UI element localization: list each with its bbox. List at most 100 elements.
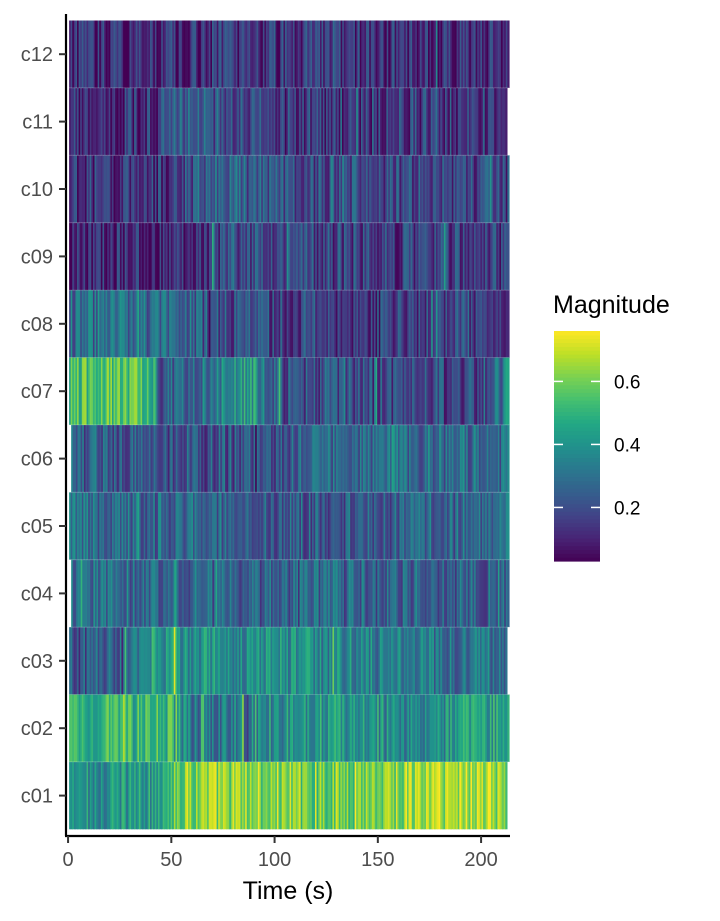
heatmap-cell xyxy=(408,761,411,830)
heatmap-cell xyxy=(142,424,145,493)
heatmap-cell xyxy=(189,761,192,830)
heatmap-cell xyxy=(369,20,372,88)
heatmap-cell xyxy=(354,357,358,425)
heatmap-cell xyxy=(348,492,351,560)
heatmap-cell xyxy=(97,222,100,291)
heatmap-cell xyxy=(289,290,293,358)
heatmap-cell xyxy=(504,694,507,762)
heatmap-cell xyxy=(227,492,231,560)
heatmap-cell xyxy=(491,492,494,560)
heatmap-cell xyxy=(283,155,286,223)
heatmap-cell xyxy=(69,694,72,762)
heatmap-cell xyxy=(150,87,153,156)
heatmap-cell xyxy=(447,492,450,560)
heatmap-cell xyxy=(307,424,310,493)
heatmap-cell xyxy=(124,492,127,560)
heatmap-cell xyxy=(203,627,207,695)
heatmap-cell xyxy=(405,357,408,425)
heatmap-cell xyxy=(69,492,72,560)
heatmap-cell xyxy=(479,627,483,695)
heatmap-cell xyxy=(320,155,323,223)
heatmap-cell xyxy=(354,694,358,762)
heatmap-cell xyxy=(486,357,489,425)
heatmap-cell xyxy=(280,20,283,88)
heatmap-cell xyxy=(502,559,505,628)
heatmap-cell xyxy=(92,627,96,695)
legend-color-segment xyxy=(554,449,600,455)
heatmap-cell xyxy=(326,155,329,223)
heatmap-cell xyxy=(129,694,132,762)
heatmap-cell xyxy=(284,761,288,830)
heatmap-cell xyxy=(291,357,294,425)
heatmap-cell xyxy=(375,357,378,425)
heatmap-cell xyxy=(440,357,443,425)
heatmap-cell xyxy=(256,87,259,156)
heatmap-cell xyxy=(434,20,437,88)
heatmap-cell xyxy=(108,694,111,762)
heatmap-cell xyxy=(87,424,90,493)
heatmap-cell xyxy=(472,290,475,358)
legend-color-segment xyxy=(554,342,600,347)
heatmap-cell xyxy=(180,694,183,762)
heatmap-cell xyxy=(458,492,461,560)
heatmap-cell xyxy=(475,290,478,358)
heatmap-cell xyxy=(121,627,124,695)
heatmap-cell xyxy=(451,357,454,425)
heatmap-cell xyxy=(447,424,450,493)
heatmap-cell xyxy=(148,761,151,830)
heatmap-cell xyxy=(262,87,265,156)
heatmap-cell xyxy=(154,357,158,425)
heatmap-cell xyxy=(431,492,434,560)
heatmap-cell xyxy=(485,694,488,762)
heatmap-cell xyxy=(132,20,135,88)
heatmap-cell xyxy=(502,424,505,493)
heatmap-cell xyxy=(119,761,123,830)
heatmap-cell xyxy=(297,694,300,762)
heatmap-cell xyxy=(283,627,286,695)
heatmap-cell xyxy=(332,424,336,493)
heatmap-cell xyxy=(441,87,445,156)
heatmap-cell xyxy=(183,559,186,628)
heatmap-cell xyxy=(470,357,474,425)
heatmap-cell xyxy=(299,222,302,291)
heatmap-cell xyxy=(501,357,504,425)
heatmap-cell xyxy=(272,761,275,830)
heatmap-cell xyxy=(475,627,478,695)
heatmap-cell xyxy=(330,627,334,695)
heatmap-cell xyxy=(431,694,434,762)
heatmap-cell xyxy=(278,155,281,223)
heatmap-cell xyxy=(342,424,345,493)
legend-color-segment xyxy=(554,480,600,485)
heatmap-cell xyxy=(466,694,469,762)
heatmap-cell xyxy=(243,627,246,695)
heatmap-cell xyxy=(242,290,245,358)
heatmap-cell xyxy=(218,627,221,695)
heatmap-cell xyxy=(416,627,419,695)
heatmap-cell xyxy=(104,559,107,628)
heatmap-cell xyxy=(472,87,475,156)
heatmap-cell xyxy=(123,357,126,425)
heatmap-cell xyxy=(428,559,431,628)
heatmap-cell xyxy=(396,424,399,493)
heatmap-cell xyxy=(478,694,481,762)
heatmap-cell xyxy=(170,155,173,223)
heatmap-cell xyxy=(180,627,183,695)
heatmap-cell xyxy=(327,694,331,762)
heatmap-cell xyxy=(440,694,443,762)
heatmap-cell xyxy=(200,290,204,358)
heatmap-cell xyxy=(218,357,221,425)
heatmap-cell xyxy=(104,492,107,560)
heatmap-cell xyxy=(97,357,100,425)
heatmap-cell xyxy=(335,87,338,156)
heatmap-cell xyxy=(151,87,154,156)
heatmap-cell xyxy=(392,87,395,156)
heatmap-cell xyxy=(450,492,453,560)
heatmap-cell xyxy=(405,559,409,628)
heatmap-cell xyxy=(459,424,462,493)
heatmap-cell xyxy=(426,761,429,830)
heatmap-cell xyxy=(110,357,113,425)
heatmap-cell xyxy=(286,559,290,628)
heatmap-cell xyxy=(213,357,216,425)
heatmap-cell xyxy=(326,222,329,291)
heatmap-cell xyxy=(69,761,72,830)
